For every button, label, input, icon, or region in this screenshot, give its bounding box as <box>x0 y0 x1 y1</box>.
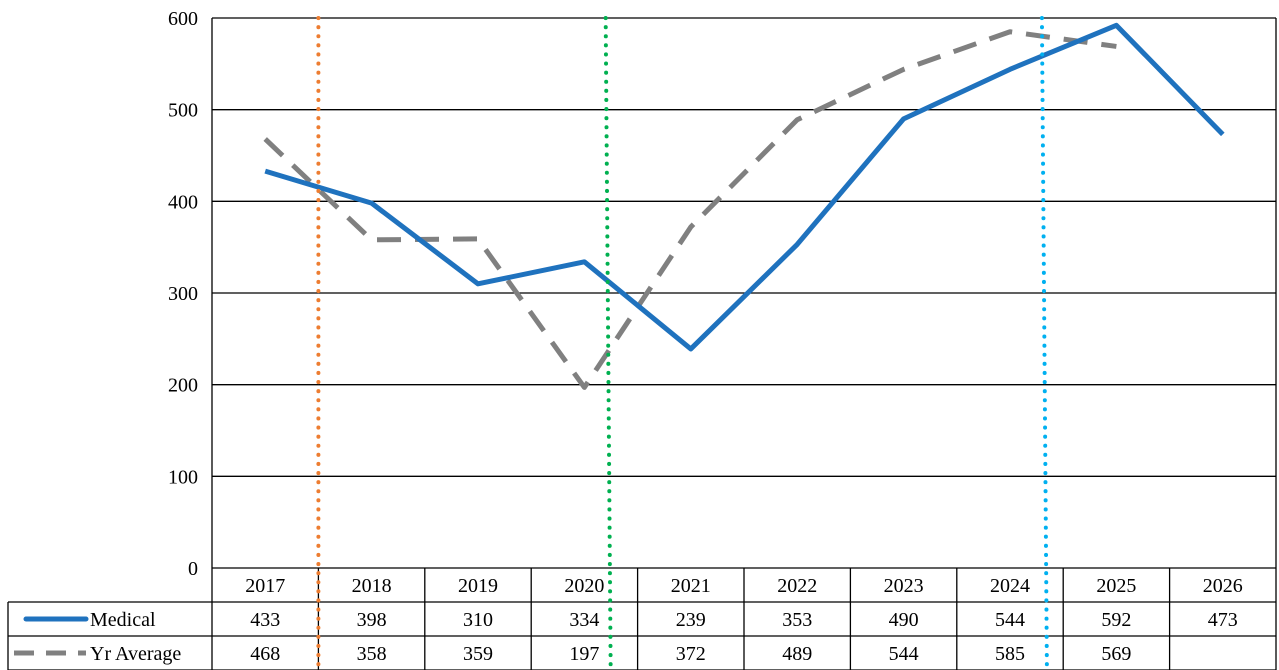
data-table-value: 569 <box>1101 643 1131 665</box>
data-table-value: 398 <box>357 609 387 631</box>
y-tick-label: 500 <box>168 100 198 122</box>
x-category-label: 2019 <box>458 575 498 597</box>
series-line-medical <box>264 22 1225 352</box>
data-table-value: 592 <box>1101 609 1131 631</box>
data-table-value: 473 <box>1208 609 1238 631</box>
data-table: 2017 2018 2019 2020 2021 2022 2023 2024 2025 2026… <box>7 567 1277 670</box>
data-table-value: 372 <box>676 643 706 665</box>
legend-label-1: Medical <box>90 609 156 631</box>
x-category-label: 2025 <box>1096 575 1136 597</box>
legend-label-2: Yr Average <box>90 643 181 665</box>
data-table-value: 544 <box>889 643 919 665</box>
y-tick-label: 600 <box>168 8 198 30</box>
gridlines <box>211 17 1277 568</box>
y-axis-tick-labels: 0 100 200 300 400 500 600 <box>168 8 198 580</box>
y-tick-label: 300 <box>168 283 198 305</box>
x-category-label: 2020 <box>564 575 604 597</box>
x-category-label: 2026 <box>1203 575 1243 597</box>
data-table-value: 239 <box>676 609 706 631</box>
x-category-label: 2017 <box>245 575 285 597</box>
reference-lines <box>316 16 1049 670</box>
data-table-value: 310 <box>463 609 493 631</box>
data-table-value: 334 <box>569 609 599 631</box>
y-tick-label: 200 <box>168 375 198 397</box>
y-tick-label: 100 <box>168 466 198 488</box>
x-category-label: 2021 <box>671 575 711 597</box>
x-category-label: 2022 <box>777 575 817 597</box>
y-tick-label: 0 <box>188 558 198 580</box>
reference-line-2 <box>603 16 613 670</box>
x-category-label: 2018 <box>352 575 392 597</box>
data-table-value: 433 <box>250 609 280 631</box>
data-table-value: 353 <box>782 609 812 631</box>
data-table-value: 489 <box>782 643 812 665</box>
y-tick-label: 400 <box>168 191 198 213</box>
data-table-value: 544 <box>995 609 1025 631</box>
data-table-value: 468 <box>250 643 280 665</box>
x-category-label: 2024 <box>990 575 1030 597</box>
x-category-label: 2023 <box>884 575 924 597</box>
series-line-yr-average <box>263 29 1117 390</box>
reference-line-3 <box>1039 16 1049 670</box>
data-table-value: 585 <box>995 643 1025 665</box>
data-table-value: 358 <box>357 643 387 665</box>
data-table-value: 197 <box>569 643 599 665</box>
data-table-value: 490 <box>889 609 919 631</box>
series-lines <box>263 22 1225 390</box>
data-table-value: 359 <box>463 643 493 665</box>
